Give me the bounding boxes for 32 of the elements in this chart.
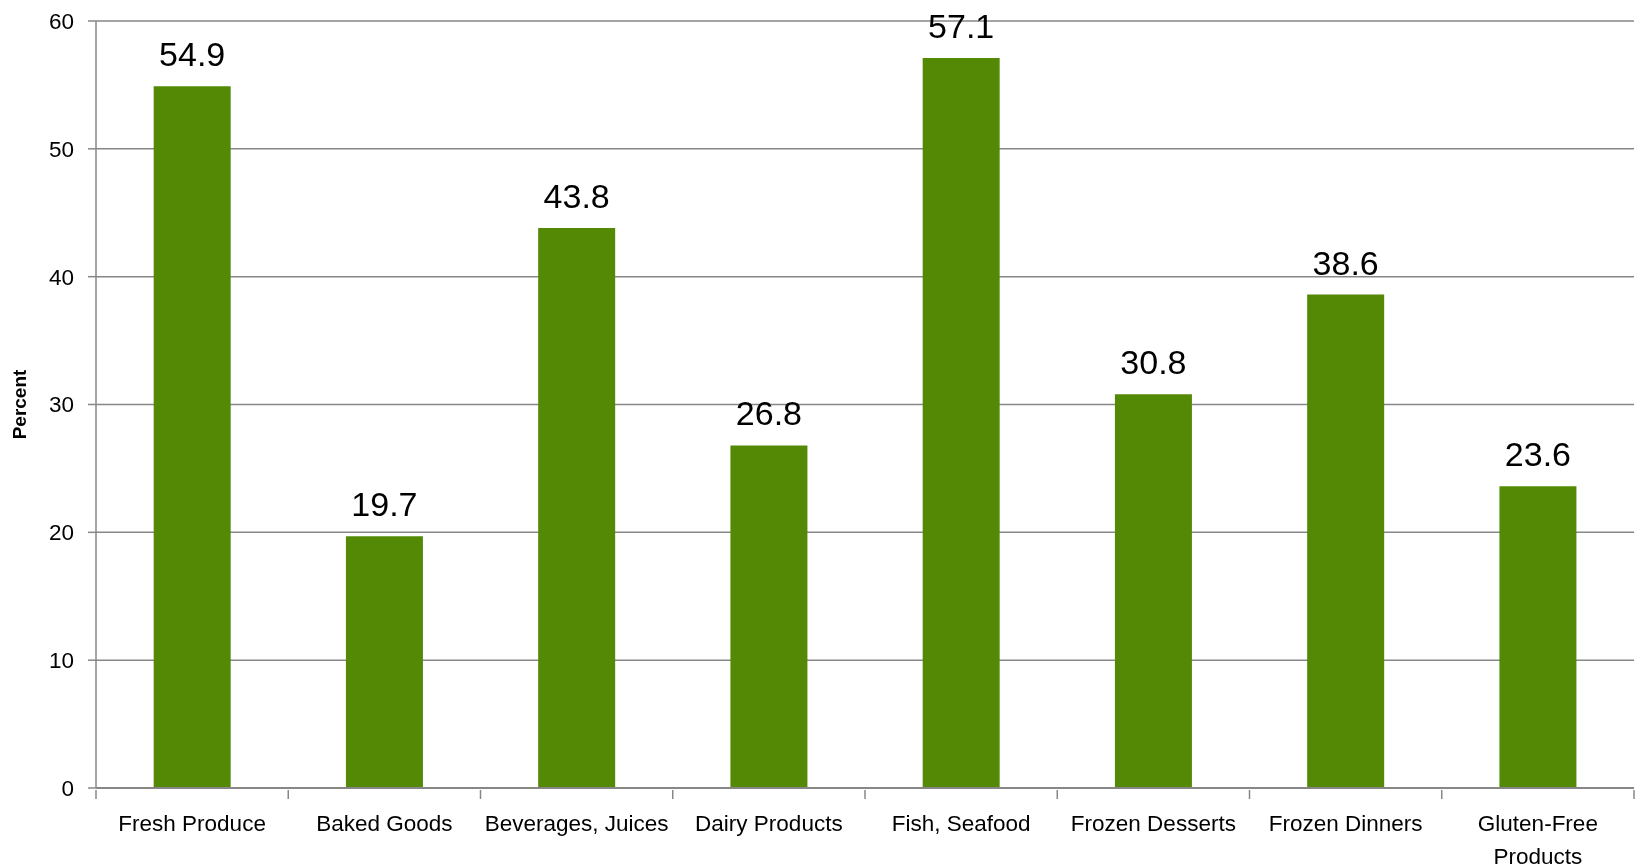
x-tick-label: Frozen Dinners <box>1268 810 1423 836</box>
data-label: 30.8 <box>1120 343 1187 382</box>
bar <box>153 86 231 788</box>
y-tick-label: 50 <box>48 136 74 162</box>
data-label: 54.9 <box>159 35 226 74</box>
bar <box>538 228 616 788</box>
data-label: 38.6 <box>1312 243 1379 282</box>
data-label: 26.8 <box>735 394 803 433</box>
data-label: 43.8 <box>543 177 610 216</box>
x-tick-label: Dairy Products <box>695 810 843 836</box>
bar <box>922 58 1000 788</box>
y-tick-label: 0 <box>61 775 74 801</box>
y-tick-label: 60 <box>48 8 74 34</box>
data-label: 19.7 <box>351 485 418 524</box>
bar <box>1114 394 1192 788</box>
x-tick-label: Fish, Seafood <box>891 810 1031 836</box>
data-label: 57.1 <box>928 7 995 46</box>
bar <box>1307 294 1385 788</box>
bar <box>345 536 423 788</box>
bar <box>730 445 808 788</box>
y-axis-title: Percent <box>9 368 31 440</box>
y-tick-label: 20 <box>48 520 74 546</box>
y-tick-label: 30 <box>48 392 74 418</box>
y-tick-label: 40 <box>48 264 74 290</box>
x-tick-label: Fresh Produce <box>118 810 266 836</box>
y-tick-label: 10 <box>48 648 74 674</box>
data-label: 23.6 <box>1504 435 1572 474</box>
x-tick-label: Beverages, Juices <box>484 810 669 836</box>
x-tick-label: Baked Goods <box>316 810 453 836</box>
x-tick-label: Frozen Desserts <box>1070 810 1236 836</box>
bar <box>1499 486 1577 788</box>
x-tick-label: Gluten-Free Products <box>1477 810 1598 867</box>
